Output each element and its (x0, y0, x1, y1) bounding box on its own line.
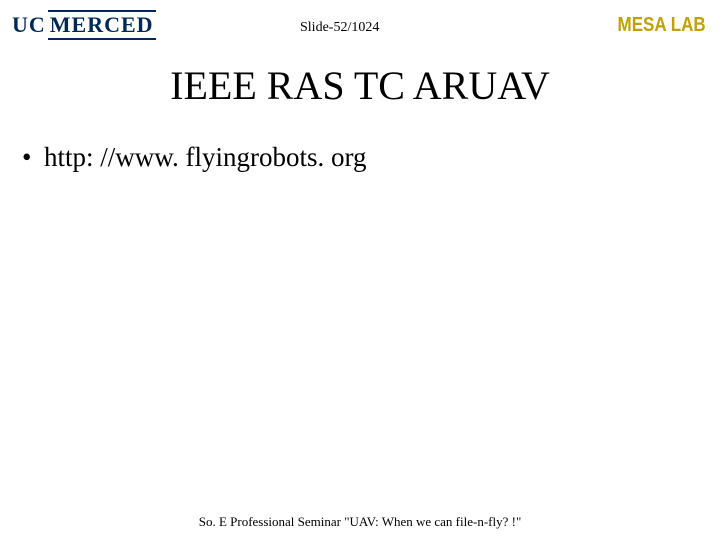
header-region: UC MERCED Slide-52/1024 MESA LAB (0, 0, 720, 48)
footer-text: So. E Professional Seminar "UAV: When we… (0, 514, 720, 530)
logo-merced-text: MERCED (50, 12, 154, 38)
logo-uc-text: UC (12, 12, 46, 38)
slide-title: IEEE RAS TC ARUAV (0, 62, 720, 109)
mesa-lab-label: MESA LAB (618, 14, 706, 37)
logo-merced-wrap: MERCED (48, 10, 156, 40)
bullet-list: http: //www. flyingrobots. org (22, 140, 367, 175)
ucmerced-logo: UC MERCED (12, 10, 156, 40)
bullet-text: http: //www. flyingrobots. org (44, 142, 367, 172)
slide-number: Slide-52/1024 (300, 20, 379, 36)
bullet-item: http: //www. flyingrobots. org (22, 140, 367, 175)
